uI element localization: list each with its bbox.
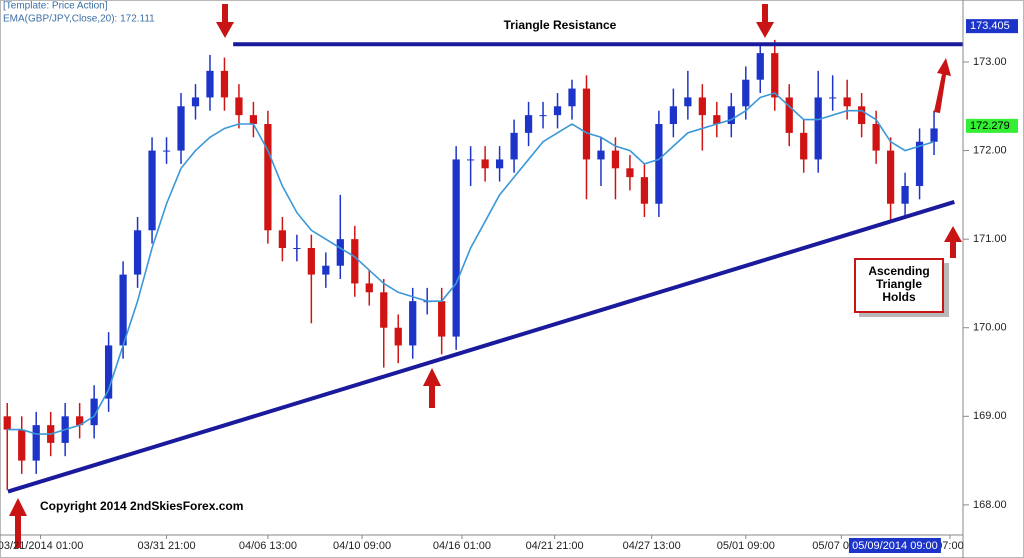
candle-body [582, 88, 591, 160]
candle-body [655, 124, 663, 204]
candle-body [539, 115, 547, 117]
candle-body [901, 186, 909, 204]
copyright: Copyright 2014 2ndSkiesForex.com [40, 499, 243, 513]
candle-body [18, 429, 26, 461]
candle-body [322, 265, 330, 275]
candle-body [713, 115, 721, 125]
candle-body [858, 106, 866, 125]
candle-body [800, 132, 808, 160]
candle-body [684, 97, 692, 107]
price-label-box [966, 19, 1018, 34]
x-tick-label: 04/27 13:00 [623, 540, 681, 552]
candle-body [351, 239, 359, 284]
candle-body [771, 53, 779, 98]
candle-body [394, 327, 402, 346]
x-tick-label: 03/31 21:00 [137, 540, 195, 552]
candle-body [438, 301, 446, 337]
x-tick-label: 04/21 21:00 [526, 540, 584, 552]
candle-body [510, 132, 518, 160]
y-tick-label: 172.00 [973, 144, 1007, 156]
price-label: 173.405 [970, 20, 1010, 32]
candle-body [524, 115, 533, 133]
x-tick-label: 07:00 [936, 540, 964, 552]
callout-line: Holds [882, 290, 916, 304]
arrows [9, 4, 962, 548]
candle-body [829, 97, 837, 99]
candle-body [3, 416, 11, 430]
candle-body [742, 79, 750, 107]
plot-area [3, 39, 963, 494]
candle-body [597, 150, 605, 160]
x-tick-label: 04/10 09:00 [333, 540, 391, 552]
cursor-label: 05/09/2014 09:00 [852, 540, 938, 552]
candle-body [249, 115, 258, 125]
candle-body [32, 425, 40, 461]
candle-body [133, 230, 142, 275]
candle-body [698, 97, 706, 116]
callout-line: Triangle [876, 277, 922, 291]
price-label-box [966, 118, 1018, 133]
candle-body [278, 230, 287, 249]
x-tick-label: 05/01 09:00 [717, 540, 775, 552]
ema-legend: EMA(GBP/JPY,Close,20): 172.111 [3, 14, 155, 25]
callout: Ascending Triangle Holds [854, 258, 949, 317]
candle-body [814, 97, 822, 160]
candle-body [915, 141, 924, 187]
y-tick-label: 173.00 [973, 56, 1007, 68]
candle-body [264, 124, 272, 231]
x-tick-label: 04/16 01:00 [433, 540, 491, 552]
candle-body [481, 159, 489, 169]
candle-body [191, 97, 200, 107]
candle-body [104, 345, 113, 399]
candle-body [90, 398, 98, 426]
candle-body [307, 248, 315, 275]
candle-body [206, 70, 214, 98]
y-tick-label: 171.00 [973, 233, 1007, 245]
candle-body [177, 106, 185, 151]
y-tick-label: 169.00 [973, 410, 1007, 422]
candle-body [727, 106, 735, 125]
cursor-label-box [848, 538, 941, 553]
candle-body [380, 292, 388, 328]
y-tick-label: 170.00 [973, 322, 1007, 334]
candle-body [495, 159, 504, 169]
candle-body [930, 128, 938, 142]
y-tick-label: 168.00 [973, 499, 1007, 511]
resistance-label: Triangle Resistance [504, 18, 617, 32]
callout-line: Ascending [868, 264, 929, 278]
candle-body [452, 159, 460, 337]
x-tick-label: 03/21/2014 01:00 [0, 540, 83, 552]
candle-body [611, 150, 620, 169]
candle-body [756, 53, 764, 80]
template-label: [Template: Price Action] [3, 1, 108, 12]
candle-body [162, 150, 171, 152]
candle-body [148, 150, 156, 231]
trend-line [7, 200, 955, 494]
candle-body [336, 239, 344, 266]
candle-body [76, 416, 84, 426]
candle-body [640, 177, 649, 204]
candle-body [119, 274, 127, 346]
candle-body [553, 106, 562, 116]
candle-body [843, 97, 851, 107]
ema-line [7, 92, 935, 435]
candle-body [626, 168, 634, 178]
price-label: 172.279 [970, 120, 1010, 132]
candle-body [293, 248, 301, 250]
candle-body [467, 159, 475, 161]
candle-body [235, 97, 243, 116]
candle-body [785, 97, 793, 133]
candle-body [220, 70, 229, 98]
candle-body [872, 124, 880, 151]
candle-body [365, 283, 373, 293]
candle-body [568, 88, 576, 107]
candle-body [409, 301, 417, 346]
candle-body [669, 106, 677, 125]
candle-body [886, 150, 895, 204]
x-tick-label: 04/06 13:00 [239, 540, 297, 552]
